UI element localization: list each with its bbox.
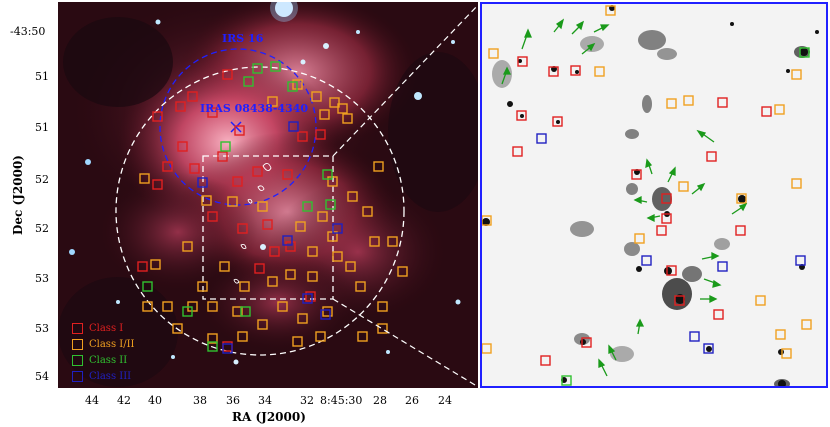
legend-class-iii: Class III [72,370,131,383]
ra-tick-label: 42 [117,394,131,407]
legend-class-i-ii: Class I/II [72,338,134,351]
dec-axis-title: Dec (J2000) [10,155,25,235]
dec-tick-label: 52 [35,173,49,186]
zoom-panel [480,2,828,389]
color-image-panel: IRS 16 IRAS 08438-4340 Class I Class I/I… [58,0,488,388]
ra-tick-label: 24 [438,394,452,407]
ra-tick-label: 40 [148,394,162,407]
legend-label: Class I [89,323,124,334]
dec-tick-label: 51 [35,121,49,134]
legend-label: Class I/II [89,339,135,350]
iras-label: IRAS 08438-4340 [200,102,309,115]
ra-tick-label: 32 [300,394,314,407]
legend-swatch [72,371,83,382]
legend-label: Class III [89,371,132,382]
legend-swatch [72,323,83,334]
irs16-label: IRS 16 [222,32,264,45]
dec-tick-label: 53 [35,272,49,285]
legend-label: Class II [89,355,128,366]
ra-tick-label: 34 [258,394,272,407]
dec-tick-label: 52 [35,222,49,235]
legend-swatch [72,355,83,366]
ra-tick-label: 36 [226,394,240,407]
ra-tick-label: 26 [405,394,419,407]
dec-tick-label: 51 [35,70,49,83]
ra-tick-label: 28 [373,394,387,407]
ra-tick-label: 8:45:30 [320,394,363,407]
ra-tick-label: 44 [85,394,99,407]
dec-tick-label: 54 [35,370,49,383]
zoom-image-svg [481,4,826,389]
legend-class-i: Class I [72,322,123,335]
legend-swatch [72,339,83,350]
ra-tick-label: 38 [193,394,207,407]
legend-class-ii: Class II [72,354,127,367]
dec-tick-label: 53 [35,322,49,335]
dec-tick-label: -43:50 [10,25,46,38]
ra-axis-title: RA (J2000) [232,410,306,424]
